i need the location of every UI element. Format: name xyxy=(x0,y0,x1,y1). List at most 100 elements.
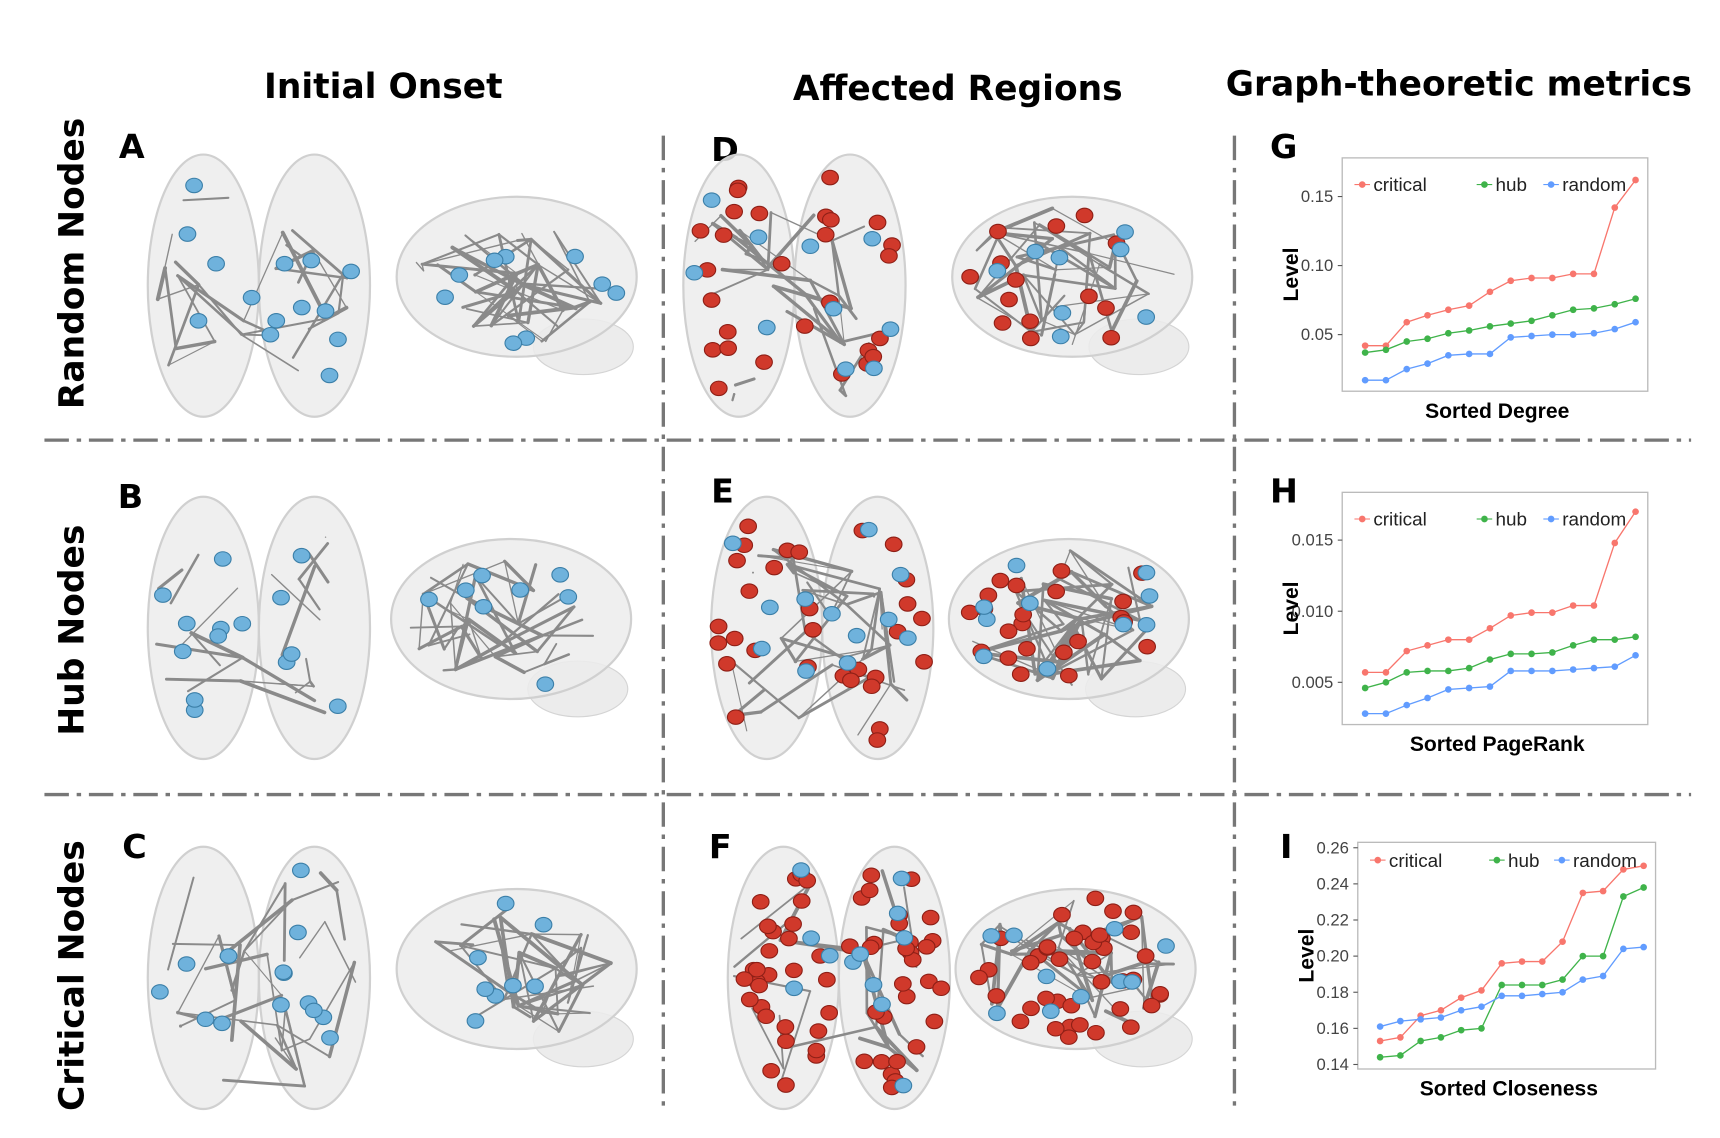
node xyxy=(1053,906,1071,923)
data-point xyxy=(1640,884,1647,891)
node xyxy=(1122,924,1141,941)
node xyxy=(196,1011,215,1028)
data-point xyxy=(1611,204,1619,211)
data-point xyxy=(1632,318,1639,326)
connection xyxy=(291,272,345,359)
data-point xyxy=(1569,666,1577,673)
connection xyxy=(974,622,1065,655)
data-point xyxy=(1611,539,1619,547)
y-axis-label: Level xyxy=(1280,248,1303,302)
connection xyxy=(1022,273,1043,322)
data-point xyxy=(1361,342,1369,349)
node xyxy=(917,939,936,955)
node xyxy=(790,544,809,560)
connection xyxy=(443,628,459,651)
node xyxy=(456,582,475,598)
node xyxy=(474,598,493,615)
connection xyxy=(243,231,284,322)
node xyxy=(342,263,360,280)
node xyxy=(1046,1020,1065,1037)
node xyxy=(740,583,759,599)
data-point xyxy=(1403,647,1411,655)
node xyxy=(880,248,898,264)
data-point xyxy=(1599,972,1607,980)
connection xyxy=(421,562,470,596)
connection xyxy=(459,944,557,970)
connection xyxy=(748,631,806,684)
data-point xyxy=(1579,952,1587,960)
connection xyxy=(280,1007,287,1052)
data-point xyxy=(1569,270,1577,278)
connection xyxy=(157,233,173,300)
data-point xyxy=(1376,1037,1384,1045)
node xyxy=(1004,927,1023,944)
node xyxy=(862,867,881,884)
data-point xyxy=(1403,669,1411,676)
node xyxy=(872,1054,891,1070)
connection xyxy=(1034,672,1054,680)
connection xyxy=(490,263,540,327)
node xyxy=(821,169,839,186)
connection xyxy=(219,898,294,959)
node xyxy=(728,182,747,199)
connection xyxy=(171,942,241,947)
brain-hemisphere xyxy=(821,495,935,761)
node xyxy=(863,230,882,247)
node xyxy=(921,909,940,926)
node xyxy=(469,949,487,966)
connection xyxy=(758,555,853,572)
connection xyxy=(523,653,570,674)
data-point xyxy=(1382,678,1390,686)
node xyxy=(999,623,1018,639)
y-tick-label: 0.005 xyxy=(1292,673,1334,692)
node xyxy=(1111,241,1130,258)
connection xyxy=(845,603,891,646)
data-point xyxy=(1632,508,1639,516)
plot-area xyxy=(1341,491,1649,726)
data-point xyxy=(1549,667,1556,675)
data-point xyxy=(1457,1026,1465,1034)
row-label: Critical Nodes xyxy=(52,840,92,1111)
connection xyxy=(1043,599,1065,626)
connection xyxy=(521,283,603,305)
node xyxy=(267,312,286,329)
node xyxy=(189,313,208,329)
data-point xyxy=(1507,277,1515,285)
data-point xyxy=(1403,338,1411,345)
node xyxy=(1087,1024,1105,1041)
data-point xyxy=(1361,349,1369,356)
data-point xyxy=(1549,331,1556,338)
data-point xyxy=(1579,976,1587,983)
node xyxy=(1137,309,1156,325)
data-point xyxy=(1528,667,1535,675)
connection xyxy=(1001,226,1091,235)
connection xyxy=(861,587,881,661)
node xyxy=(1124,904,1143,921)
connection xyxy=(243,899,293,952)
node xyxy=(316,303,335,319)
node xyxy=(759,918,777,935)
connection xyxy=(751,1007,785,1070)
column-header: Affected Regions xyxy=(793,69,1123,109)
connection xyxy=(1015,255,1058,272)
legend-label: hub xyxy=(1496,510,1528,531)
brain xyxy=(390,537,633,718)
node xyxy=(485,252,504,269)
connection xyxy=(838,388,848,398)
node xyxy=(275,255,294,272)
connection xyxy=(573,962,612,983)
connection xyxy=(335,888,346,941)
connection xyxy=(494,650,539,658)
node xyxy=(1137,564,1156,581)
node xyxy=(760,599,779,616)
node xyxy=(551,567,570,583)
data-point xyxy=(1590,305,1598,312)
legend-label: critical xyxy=(1373,175,1426,196)
connection xyxy=(276,1024,331,1058)
data-point xyxy=(1465,327,1473,334)
brain xyxy=(954,887,1197,1068)
line-chart: 0.14 0.16 0.18 0.20 0.22 0.24 0.26 critical hub r… xyxy=(1295,838,1657,1101)
node xyxy=(302,252,321,269)
node xyxy=(851,946,870,962)
data-point xyxy=(1465,684,1473,692)
